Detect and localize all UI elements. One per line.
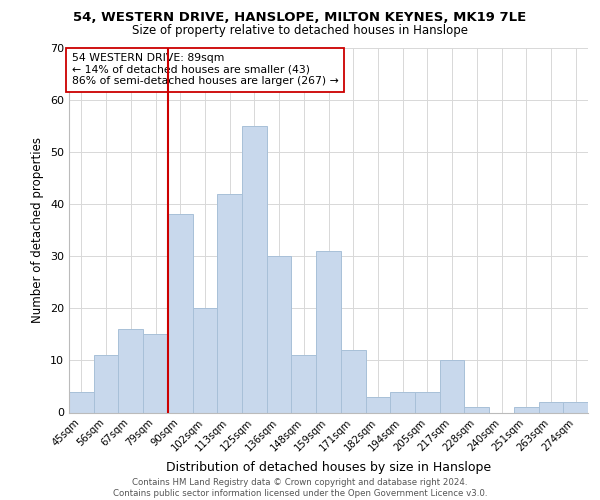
Text: 54, WESTERN DRIVE, HANSLOPE, MILTON KEYNES, MK19 7LE: 54, WESTERN DRIVE, HANSLOPE, MILTON KEYN… (73, 11, 527, 24)
Bar (69, 392, 94, 412)
Bar (440, 360, 464, 412)
Bar (292, 355, 316, 412)
Text: 54 WESTERN DRIVE: 89sqm
← 14% of detached houses are smaller (43)
86% of semi-de: 54 WESTERN DRIVE: 89sqm ← 14% of detache… (71, 53, 338, 86)
Bar (193, 308, 217, 412)
Bar (539, 402, 563, 412)
Bar (267, 256, 292, 412)
Bar (316, 251, 341, 412)
Bar (143, 334, 168, 412)
Text: Size of property relative to detached houses in Hanslope: Size of property relative to detached ho… (132, 24, 468, 37)
Bar (341, 350, 365, 412)
Bar (242, 126, 267, 412)
Bar (464, 408, 489, 412)
Bar (365, 397, 390, 412)
Bar (94, 355, 118, 412)
X-axis label: Distribution of detached houses by size in Hanslope: Distribution of detached houses by size … (166, 462, 491, 474)
Bar (168, 214, 193, 412)
Bar (118, 329, 143, 412)
Y-axis label: Number of detached properties: Number of detached properties (31, 137, 44, 323)
Bar (514, 408, 539, 412)
Bar (217, 194, 242, 412)
Bar (390, 392, 415, 412)
Text: Contains HM Land Registry data © Crown copyright and database right 2024.
Contai: Contains HM Land Registry data © Crown c… (113, 478, 487, 498)
Bar (563, 402, 588, 412)
Bar (415, 392, 440, 412)
